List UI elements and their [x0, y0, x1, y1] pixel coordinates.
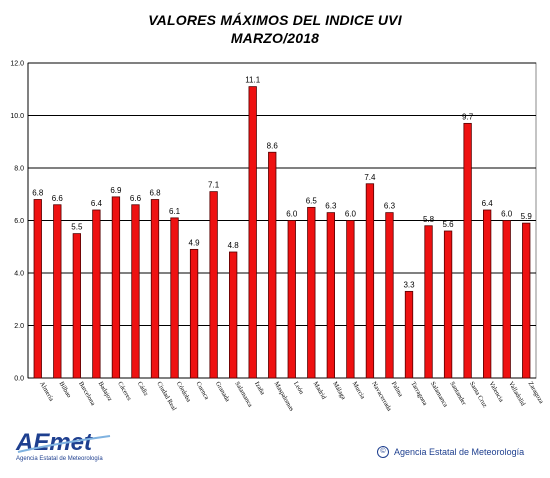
x-tick-label: Izaña: [253, 381, 266, 397]
bar: [385, 212, 394, 379]
bar: [483, 209, 492, 379]
bar-value-label: 6.5: [306, 196, 318, 205]
x-tick-label: León: [292, 381, 305, 397]
bar: [346, 220, 355, 379]
x-tick-label: Badajoz: [97, 381, 114, 403]
bar: [248, 86, 257, 379]
bar: [131, 204, 140, 379]
bar: [463, 122, 472, 379]
x-tick-label: Valladolid: [507, 381, 527, 408]
logo-swoosh: [17, 435, 111, 453]
bar-value-label: 9.7: [462, 112, 474, 121]
bar-value-label: 5.6: [443, 220, 455, 229]
x-tick-label: Zaragoza: [526, 381, 544, 406]
bar-value-label: 3.3: [403, 280, 415, 289]
bar: [365, 183, 375, 379]
bar: [229, 251, 238, 379]
logo-subtitle: Agencia Estatal de Meteorología: [16, 456, 103, 462]
x-tick-label: Bilbao: [58, 381, 73, 400]
x-tick-label: Ciudad Real: [155, 381, 177, 413]
bar: [404, 290, 414, 379]
bar: [268, 151, 277, 379]
bar-value-label: 6.0: [501, 210, 513, 219]
bar-value-label: 6.6: [52, 194, 64, 203]
chart-subtitle: MARZO/2018: [230, 30, 320, 46]
bar-value-label: 5.5: [71, 223, 83, 232]
x-tick-label: Málaga: [331, 381, 347, 401]
bar: [150, 199, 160, 379]
x-tick-label: Santander: [448, 381, 467, 408]
bar: [326, 212, 335, 379]
bar: [33, 199, 42, 379]
x-tick-label: Salamanca: [233, 381, 253, 409]
bar: [287, 220, 296, 379]
bar-value-label: 6.8: [32, 189, 44, 198]
logo-text: AEmet: [15, 429, 93, 456]
bar-value-label: 4.8: [228, 241, 240, 250]
bar: [522, 222, 531, 379]
bar: [170, 217, 179, 379]
y-tick-label: 2.0: [14, 323, 24, 330]
bar: [307, 206, 316, 379]
x-tick-label: Santa Cruz: [468, 381, 488, 409]
x-tick-label: Cádiz: [136, 381, 150, 398]
bar: [72, 233, 81, 379]
bar-value-label: 11.1: [245, 76, 261, 85]
y-tick-label: 12.0: [10, 61, 24, 68]
bar: [189, 248, 199, 379]
bar: [92, 209, 101, 379]
y-tick-label: 6.0: [14, 218, 24, 225]
x-tick-label: Murcia: [351, 381, 367, 401]
bar-value-label: 5.8: [423, 215, 435, 224]
bar-value-label: 6.0: [345, 210, 357, 219]
x-tick-label: Granada: [214, 381, 231, 404]
x-tick-label: Barcelona: [77, 381, 96, 407]
x-tick-label: Tarragona: [409, 381, 428, 407]
bar-value-label: 6.4: [482, 199, 494, 208]
bar-value-label: 8.6: [267, 141, 279, 150]
bar-value-label: 7.4: [364, 173, 376, 182]
bar-value-label: 6.8: [149, 189, 161, 198]
copyright-icon: ©: [377, 446, 389, 458]
x-tick-label: Salamanca: [429, 381, 449, 409]
x-tick-label: Cuenca: [194, 381, 210, 401]
bar-value-label: 6.3: [325, 202, 337, 211]
copyright-notice: © Agencia Estatal de Meteorología: [377, 446, 524, 458]
y-tick-label: 0.0: [14, 376, 24, 383]
bar: [209, 191, 218, 379]
bar-value-label: 6.6: [130, 194, 142, 203]
x-tick-label: Palma: [390, 381, 404, 399]
chart-title: VALORES MÁXIMOS DEL INDICE UVI: [148, 12, 402, 28]
bar-value-label: 6.0: [286, 210, 298, 219]
bar: [443, 230, 453, 379]
x-tick-label: Madrid: [312, 381, 328, 402]
x-tick-label: Navacerrada: [370, 381, 393, 413]
x-tick-label: Córdoba: [175, 381, 192, 404]
y-tick-label: 4.0: [14, 271, 24, 278]
bar-value-label: 6.1: [169, 207, 181, 216]
copyright-text: Agencia Estatal de Meteorología: [394, 447, 525, 457]
x-tick-label: Almería: [38, 381, 55, 403]
bar: [111, 196, 121, 379]
bar-value-label: 6.4: [91, 199, 103, 208]
aemet-logo: AEmet Agencia Estatal de Meteorología: [15, 429, 111, 462]
bar: [424, 225, 433, 379]
bar-value-label: 5.9: [521, 212, 533, 221]
x-tick-label: Cáceres: [116, 381, 133, 403]
bar-value-label: 6.3: [384, 202, 396, 211]
y-tick-label: 10.0: [10, 113, 24, 120]
bar: [53, 204, 62, 379]
bar-value-label: 7.1: [208, 181, 220, 190]
bar-value-label: 6.9: [110, 186, 122, 195]
bar: [502, 220, 511, 379]
bar-value-label: 4.9: [189, 238, 201, 247]
y-tick-label: 8.0: [14, 166, 24, 173]
x-tick-label: Maspalomas: [272, 381, 295, 413]
x-tick-label: Valencia: [487, 381, 504, 404]
